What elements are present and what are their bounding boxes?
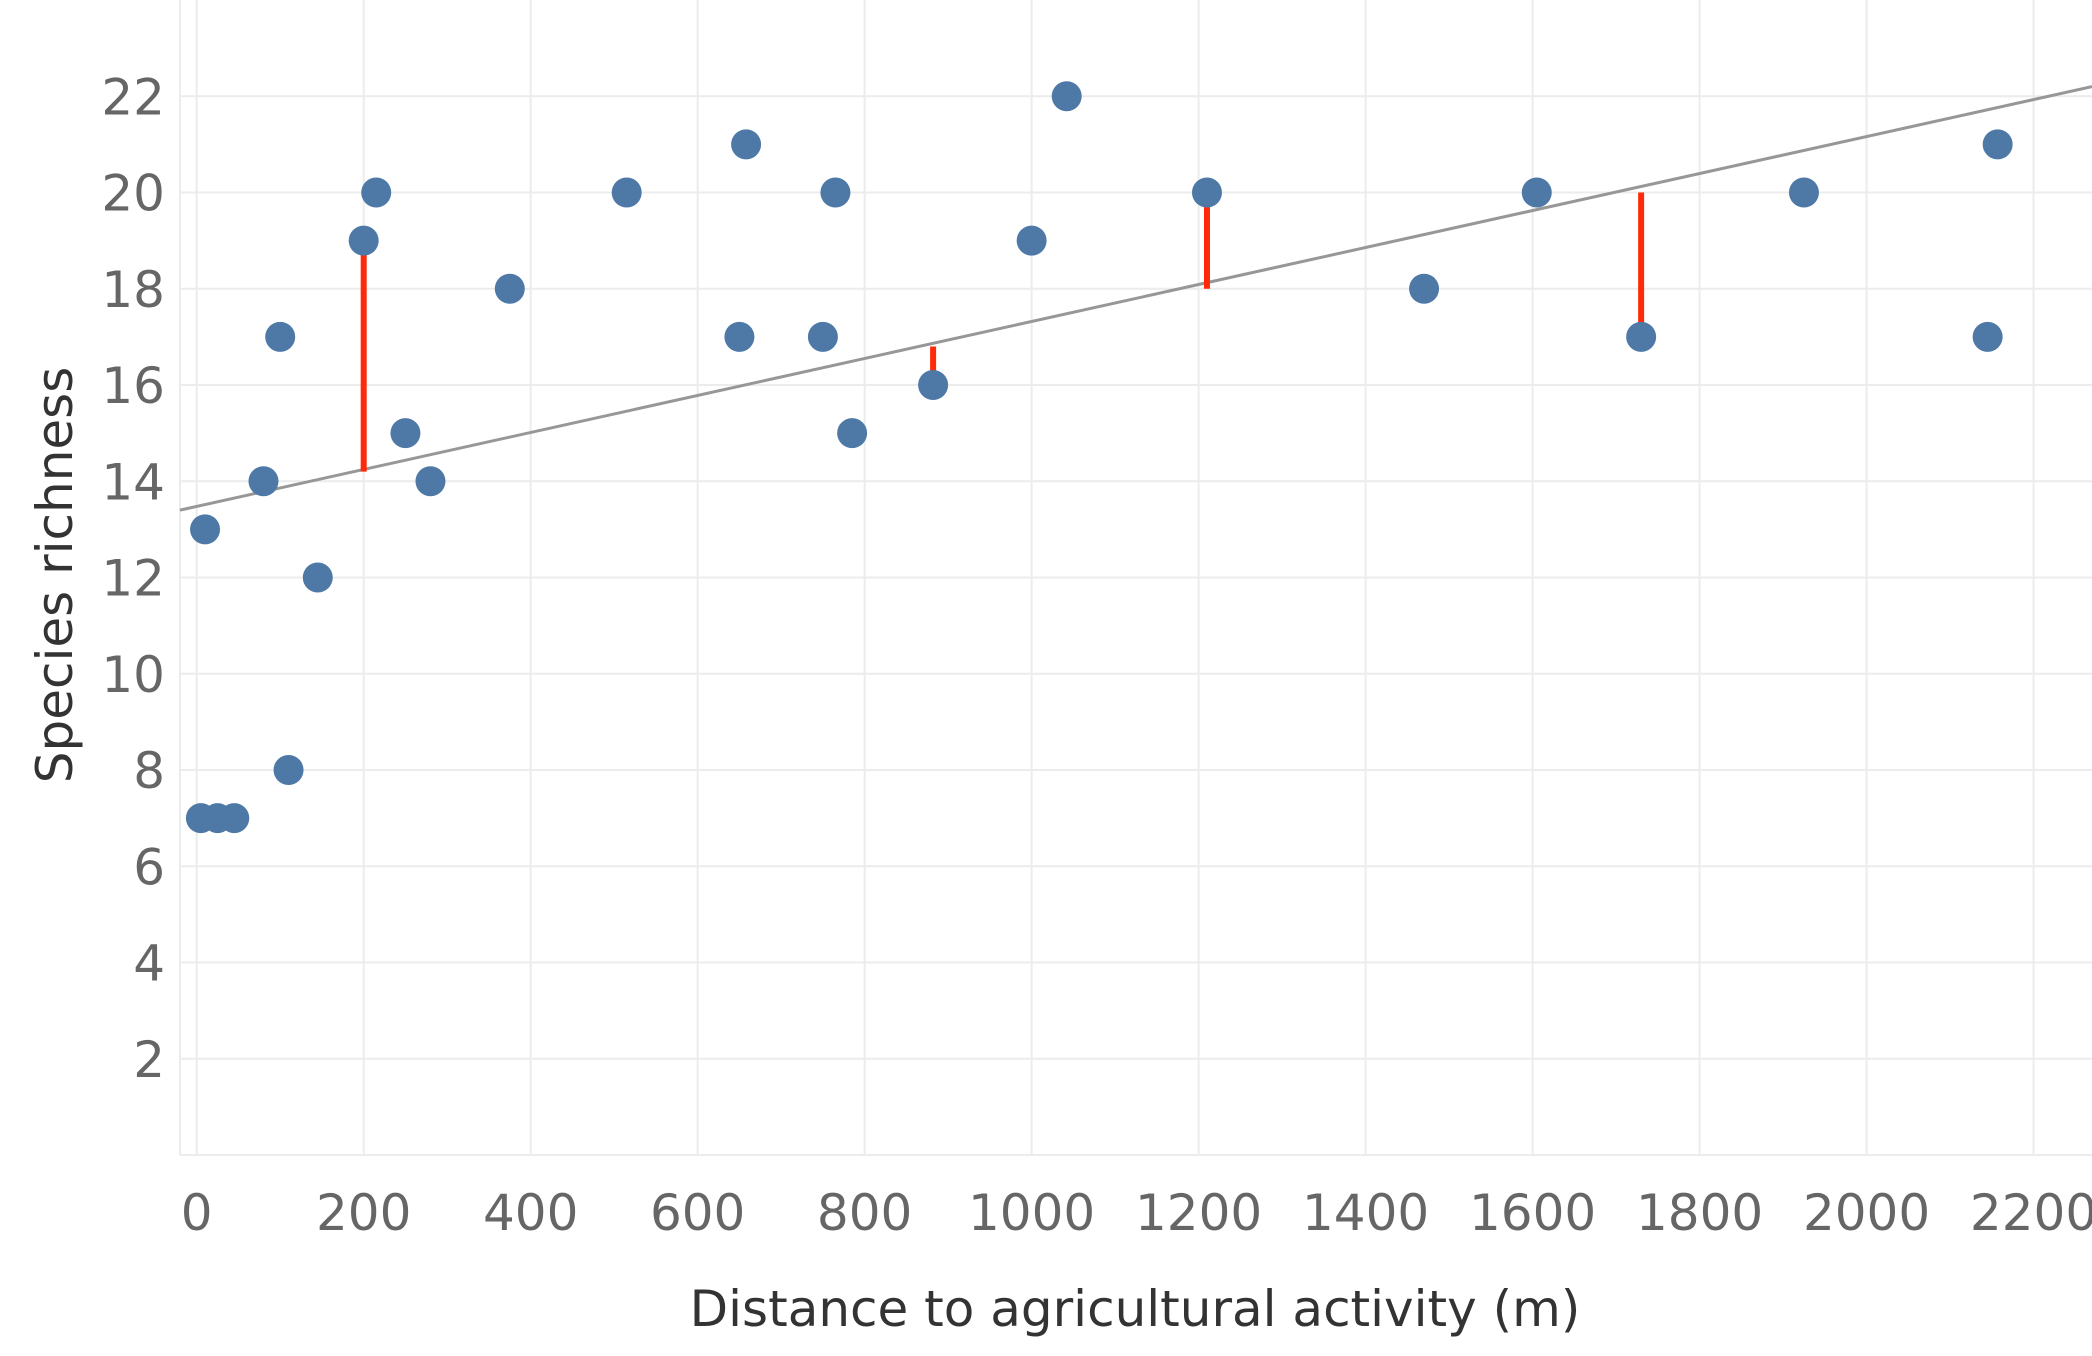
x-tick-label: 200 [316, 1184, 411, 1242]
tick-label-layer: 0 200 400 600 800 1000 1200 1400 1600 1800 2000 220… [101, 68, 2092, 1242]
x-tick-label: 1600 [1469, 1184, 1596, 1242]
data-point [1982, 129, 2013, 160]
trendline-layer [179, 85, 2092, 512]
data-point [731, 129, 762, 160]
data-point [273, 755, 304, 785]
data-point [918, 370, 949, 400]
x-tick-label: 2000 [1803, 1184, 1930, 1242]
y-tick-label: 4 [133, 935, 165, 993]
data-point [1626, 321, 1657, 352]
data-point [248, 466, 279, 497]
data-point [1972, 321, 2003, 352]
x-tick-label: 1000 [968, 1184, 1095, 1242]
data-point [1409, 273, 1440, 304]
data-point [820, 177, 851, 208]
data-point [219, 803, 250, 834]
y-tick-label: 2 [133, 1031, 165, 1089]
data-point [361, 177, 392, 208]
residual-layer [360, 192, 1645, 472]
point-layer [185, 81, 2013, 834]
data-point [1191, 177, 1222, 208]
y-tick-label: 8 [133, 742, 165, 800]
x-tick-label: 0 [181, 1184, 213, 1242]
data-point [390, 418, 421, 449]
y-tick-label: 18 [101, 261, 165, 319]
x-tick-label: 800 [817, 1184, 912, 1242]
y-axis-title: Species richness [26, 367, 84, 784]
data-point [837, 418, 868, 449]
x-tick-label: 600 [650, 1184, 745, 1242]
x-axis-title: Distance to agricultural activity (m) [690, 1280, 1581, 1338]
data-point [724, 321, 755, 352]
grid-layer [179, 0, 2092, 1156]
data-point [415, 466, 446, 497]
x-tick-label: 1800 [1636, 1184, 1763, 1242]
data-point [302, 562, 333, 593]
data-point [1788, 177, 1819, 208]
trend-line [179, 85, 2092, 512]
x-tick-label: 2200 [1970, 1184, 2092, 1242]
y-tick-label: 10 [101, 646, 165, 704]
data-point [1051, 81, 1082, 112]
y-tick-label: 12 [101, 550, 165, 608]
x-tick-label: 400 [483, 1184, 578, 1242]
data-point [1016, 225, 1047, 256]
data-point [494, 273, 525, 304]
data-point [265, 321, 296, 352]
data-point [1521, 177, 1552, 208]
data-point [348, 225, 379, 256]
y-tick-label: 6 [133, 838, 165, 896]
data-point [807, 321, 838, 352]
y-tick-label: 22 [101, 68, 165, 126]
x-tick-label: 1400 [1302, 1184, 1429, 1242]
x-tick-label: 1200 [1135, 1184, 1262, 1242]
data-point [190, 514, 221, 545]
y-tick-label: 16 [101, 357, 165, 415]
y-tick-label: 14 [101, 453, 165, 511]
data-point [611, 177, 642, 208]
y-tick-label: 20 [101, 165, 165, 223]
